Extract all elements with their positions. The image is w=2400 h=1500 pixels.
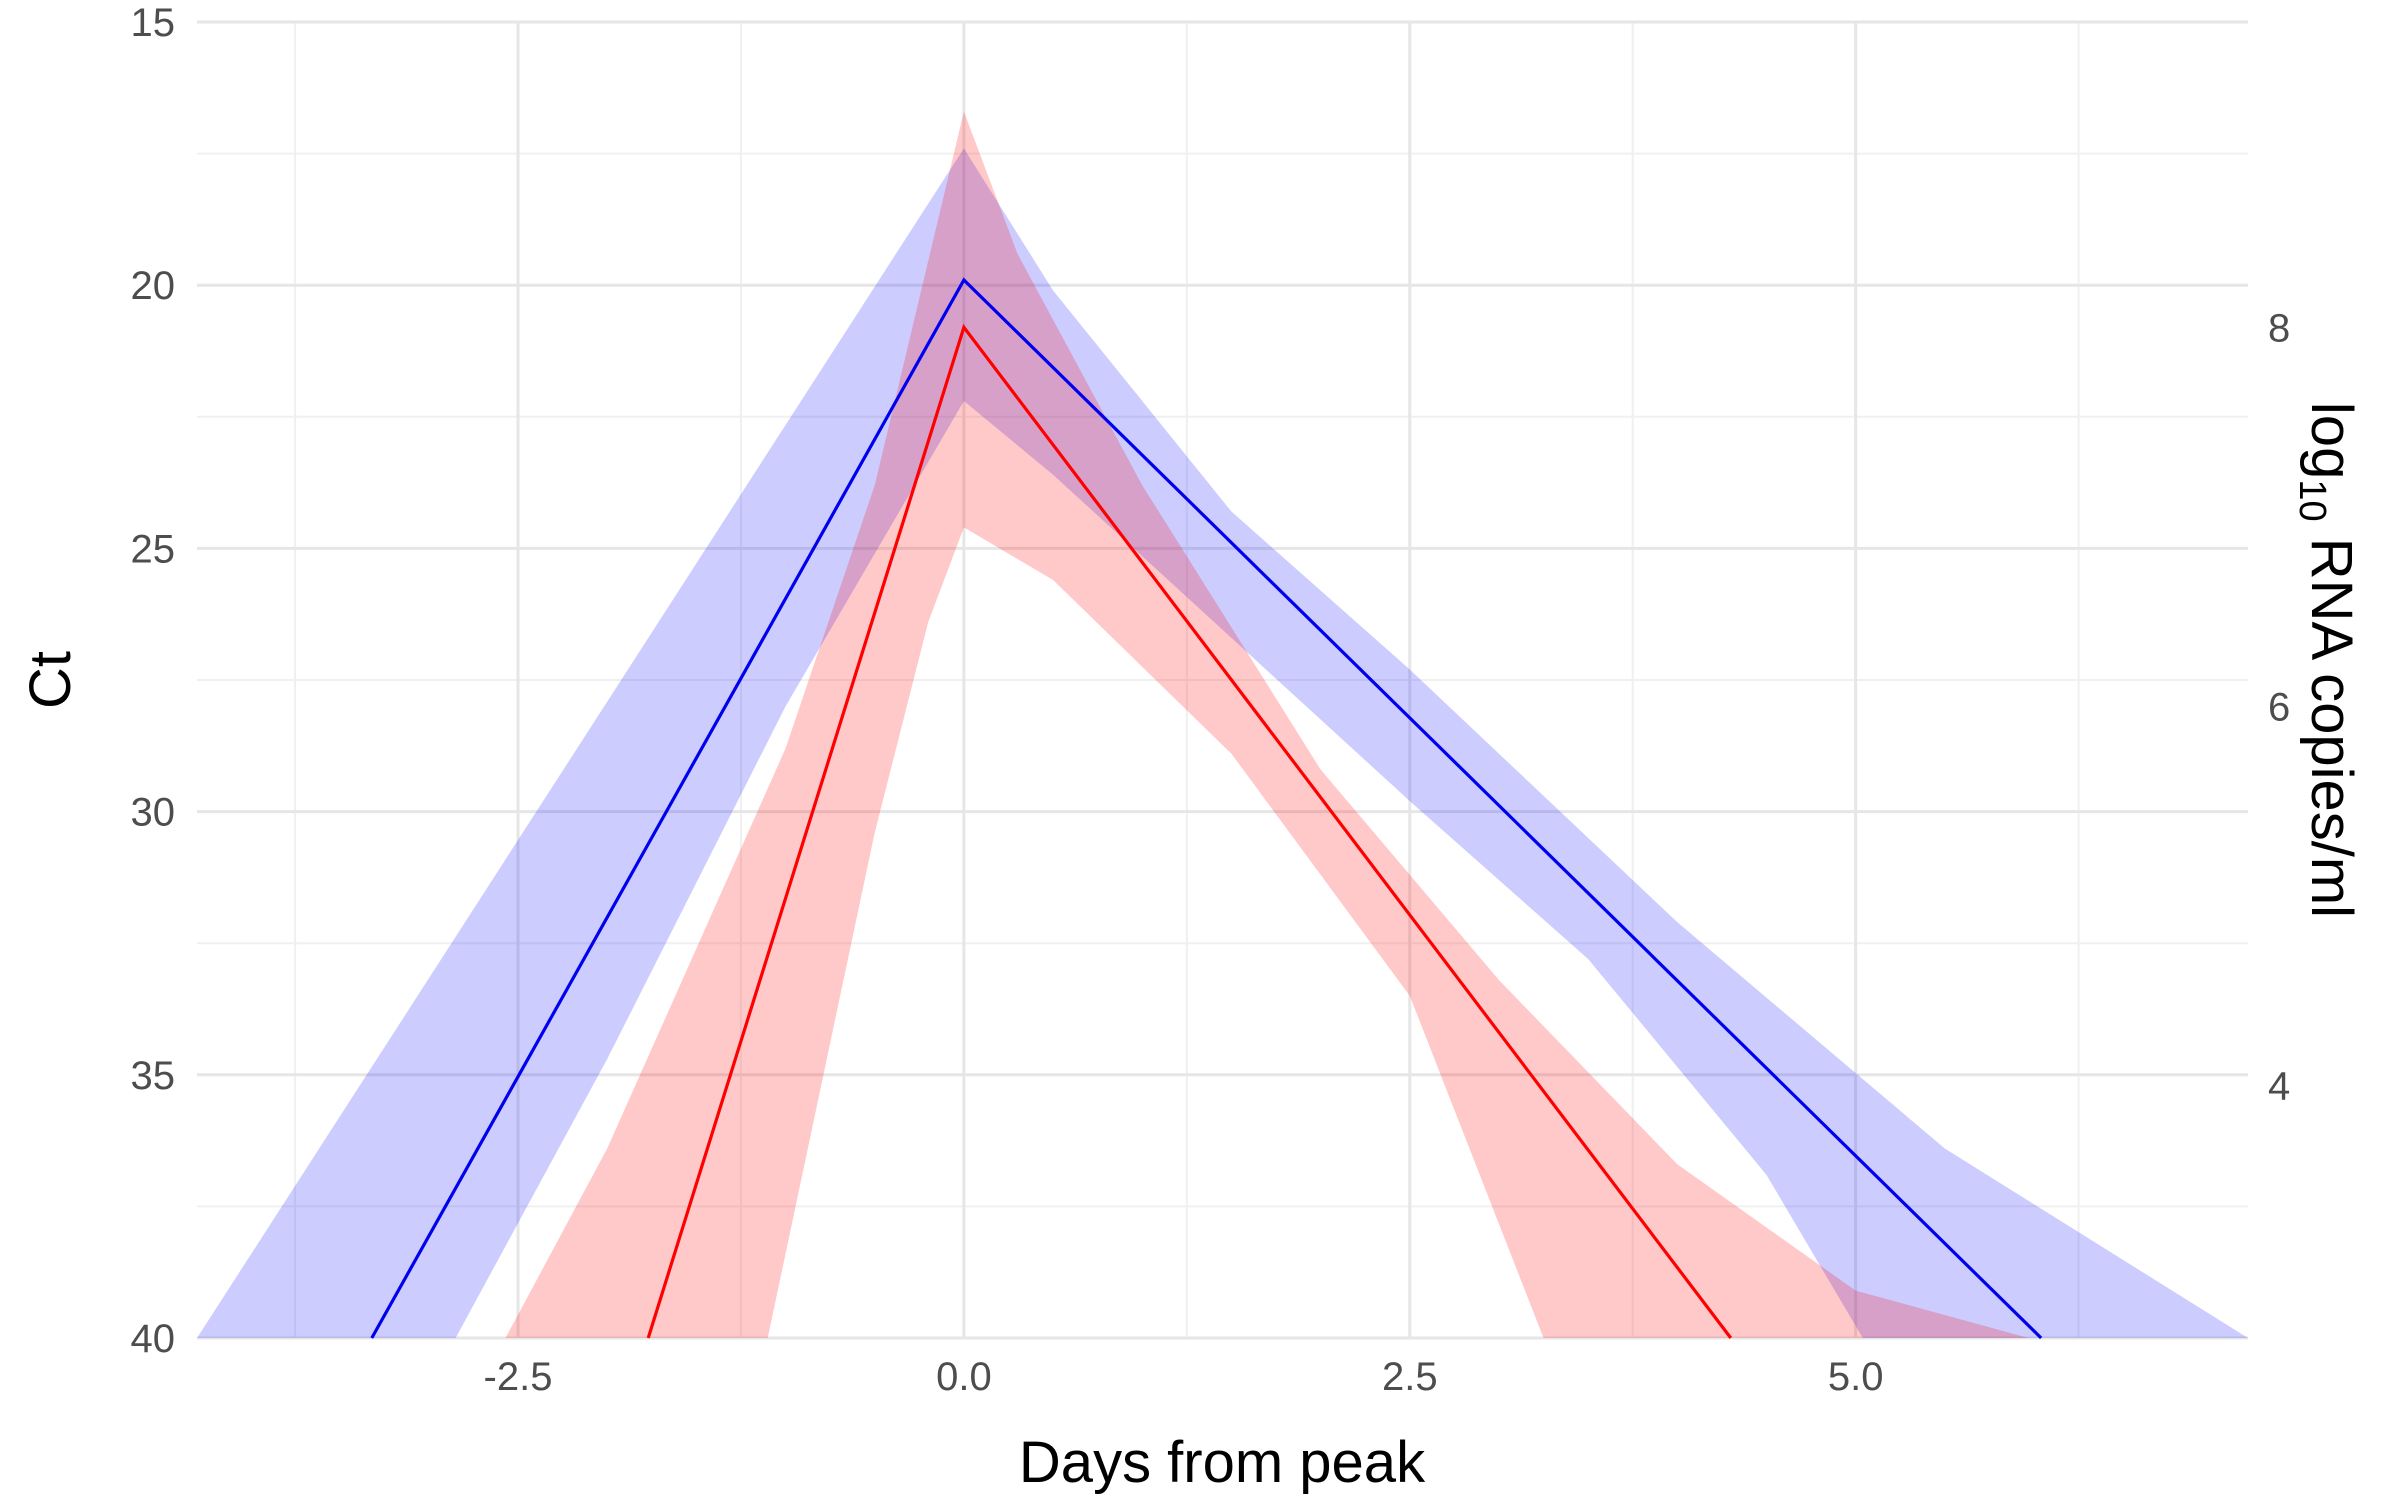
y2-axis-title-prefix: log: [2299, 402, 2364, 479]
y2-axis-title-suffix: RNA copies/ml: [2299, 522, 2364, 918]
x-tick-label: 2.5: [1382, 1355, 1438, 1399]
y2-tick-label: 4: [2268, 1064, 2290, 1108]
y-tick-labels: 15 20 25 30 35 40: [131, 1, 176, 1361]
x-tick-label: 0.0: [936, 1355, 992, 1399]
y-tick-label: 40: [131, 1317, 176, 1361]
red-series-line: [646, 323, 1733, 1339]
x-tick-labels: -2.5 0.0 2.5 5.0: [484, 1355, 1884, 1399]
x-tick-label: 5.0: [1828, 1355, 1884, 1399]
y-tick-label: 35: [131, 1054, 176, 1098]
blue-series-line: [370, 277, 2043, 1340]
y2-tick-label: 6: [2268, 685, 2290, 729]
grid: [197, 20, 2248, 1340]
y2-axis-title: log10 RNA copies/ml: [2291, 402, 2364, 918]
y2-tick-label: 8: [2268, 306, 2290, 350]
y2-axis-title-subscript: 10: [2291, 479, 2333, 521]
x-tick-label: -2.5: [484, 1355, 553, 1399]
lines: [370, 277, 2043, 1340]
y-tick-label: 15: [131, 1, 176, 45]
y2-tick-labels: 8 6 4: [2268, 306, 2290, 1108]
y-tick-label: 25: [131, 527, 176, 571]
blue-confidence-band: [197, 148, 2248, 1339]
y-axis-title: Ct: [18, 651, 83, 709]
y-tick-label: 30: [131, 791, 176, 835]
x-axis-title: Days from peak: [1019, 1430, 1426, 1495]
y-tick-label: 20: [131, 264, 176, 308]
bands: [197, 111, 2248, 1339]
